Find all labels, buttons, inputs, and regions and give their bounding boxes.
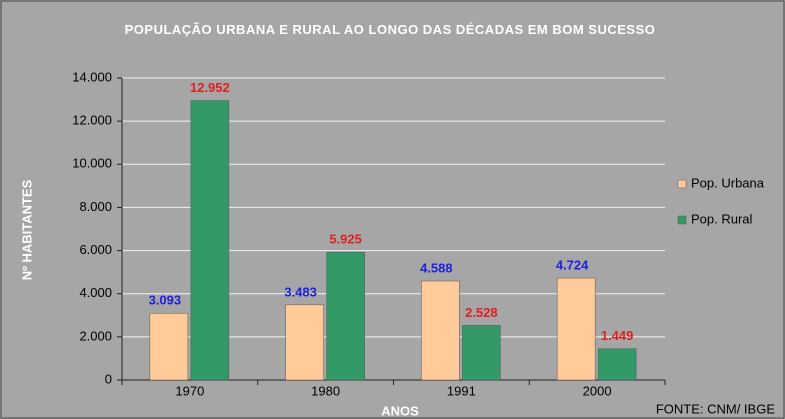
value-label: 3.483 (284, 284, 317, 299)
y-tick-label: 8.000 (79, 199, 112, 214)
y-tick-label: 14.000 (72, 69, 112, 84)
x-tick-label: 1980 (311, 383, 340, 398)
value-label: 12.952 (190, 80, 230, 95)
y-tick-label: 6.000 (79, 242, 112, 257)
y-tick-label: 12.000 (72, 113, 112, 128)
x-axis-label: ANOS (381, 403, 419, 418)
y-axis-label: Nº HABITANTES (19, 179, 34, 280)
legend-swatch (677, 215, 687, 225)
bar (462, 325, 501, 381)
value-label: 4.588 (420, 260, 453, 275)
value-label: 4.724 (556, 258, 589, 273)
bar (421, 280, 460, 381)
y-tick-label: 0 (105, 371, 112, 386)
legend-label: Pop. Urbana (691, 175, 765, 190)
bar (556, 277, 596, 381)
x-tick-label: 1991 (447, 383, 476, 398)
bar (326, 251, 365, 381)
bar (597, 348, 637, 381)
x-tick-label: 2000 (583, 383, 612, 398)
bar (149, 313, 189, 381)
bar (190, 100, 230, 381)
y-tick-label: 10.000 (72, 156, 112, 171)
chart-title: POPULAÇÃO URBANA E RURAL AO LONGO DAS DÉ… (124, 22, 656, 37)
value-label: 1.449 (601, 328, 634, 343)
value-label: 5.925 (329, 232, 362, 247)
bar (285, 304, 324, 381)
source: FONTE: CNM/ IBGE (656, 401, 776, 416)
legend-label: Pop. Rural (691, 211, 753, 226)
x-tick-label: 1970 (175, 383, 204, 398)
value-label: 3.093 (149, 293, 182, 308)
y-tick-label: 2.000 (79, 328, 112, 343)
legend-swatch (677, 179, 687, 189)
value-label: 2.528 (465, 305, 498, 320)
y-tick-label: 4.000 (79, 285, 112, 300)
